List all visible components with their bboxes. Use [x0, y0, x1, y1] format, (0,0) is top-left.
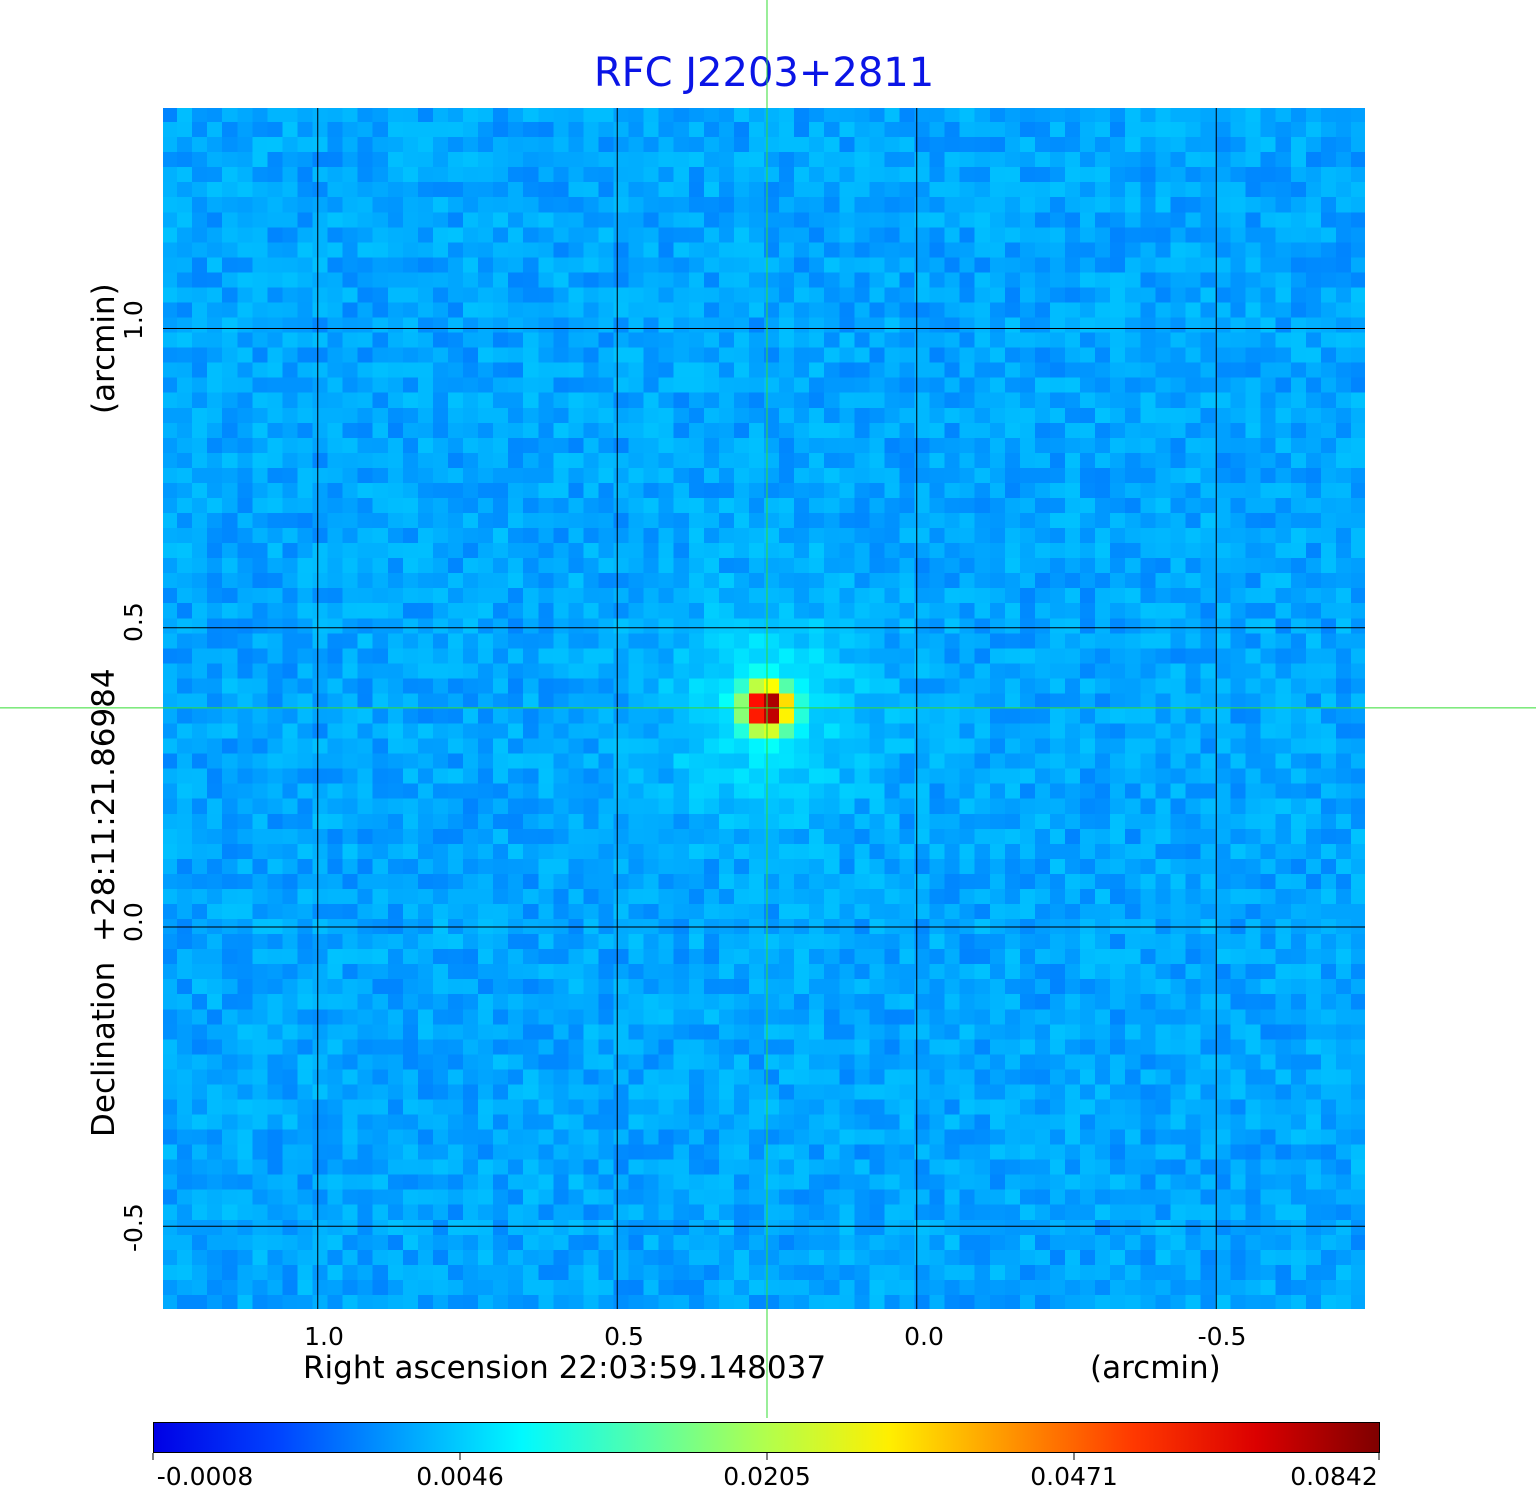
- x-tick-label: 0.0: [904, 1322, 944, 1351]
- chart-title: RFC J2203+2811: [593, 50, 935, 96]
- y-tick-label: 0.5: [119, 602, 148, 642]
- colorbar-tick-label: -0.0008: [156, 1462, 254, 1491]
- colorbar-tick-label: 0.0842: [1290, 1462, 1378, 1491]
- y-tick-label: 0.0: [119, 902, 148, 942]
- colorbar: [153, 1422, 1380, 1453]
- x-tick-label: 0.5: [604, 1322, 644, 1351]
- sky-image: [162, 107, 1366, 1310]
- colorbar-tick-label: 0.0471: [1030, 1462, 1118, 1491]
- x-axis-unit: (arcmin): [1090, 1350, 1221, 1386]
- x-axis-label: Right ascension 22:03:59.148037: [303, 1350, 827, 1386]
- plot-frame: [161, 106, 1367, 1311]
- x-tick-label: 1.0: [304, 1322, 344, 1351]
- colorbar-tick-label: 0.0046: [416, 1462, 504, 1491]
- y-tick-label: 1.0: [119, 300, 148, 340]
- y-tick-label: -0.5: [119, 1203, 148, 1252]
- colorbar-tick-label: 0.0205: [723, 1462, 811, 1491]
- y-axis-label: Declination +28:11:21.86984: [86, 668, 122, 1137]
- y-axis-unit: (arcmin): [86, 283, 122, 414]
- x-tick-label: -0.5: [1197, 1322, 1247, 1351]
